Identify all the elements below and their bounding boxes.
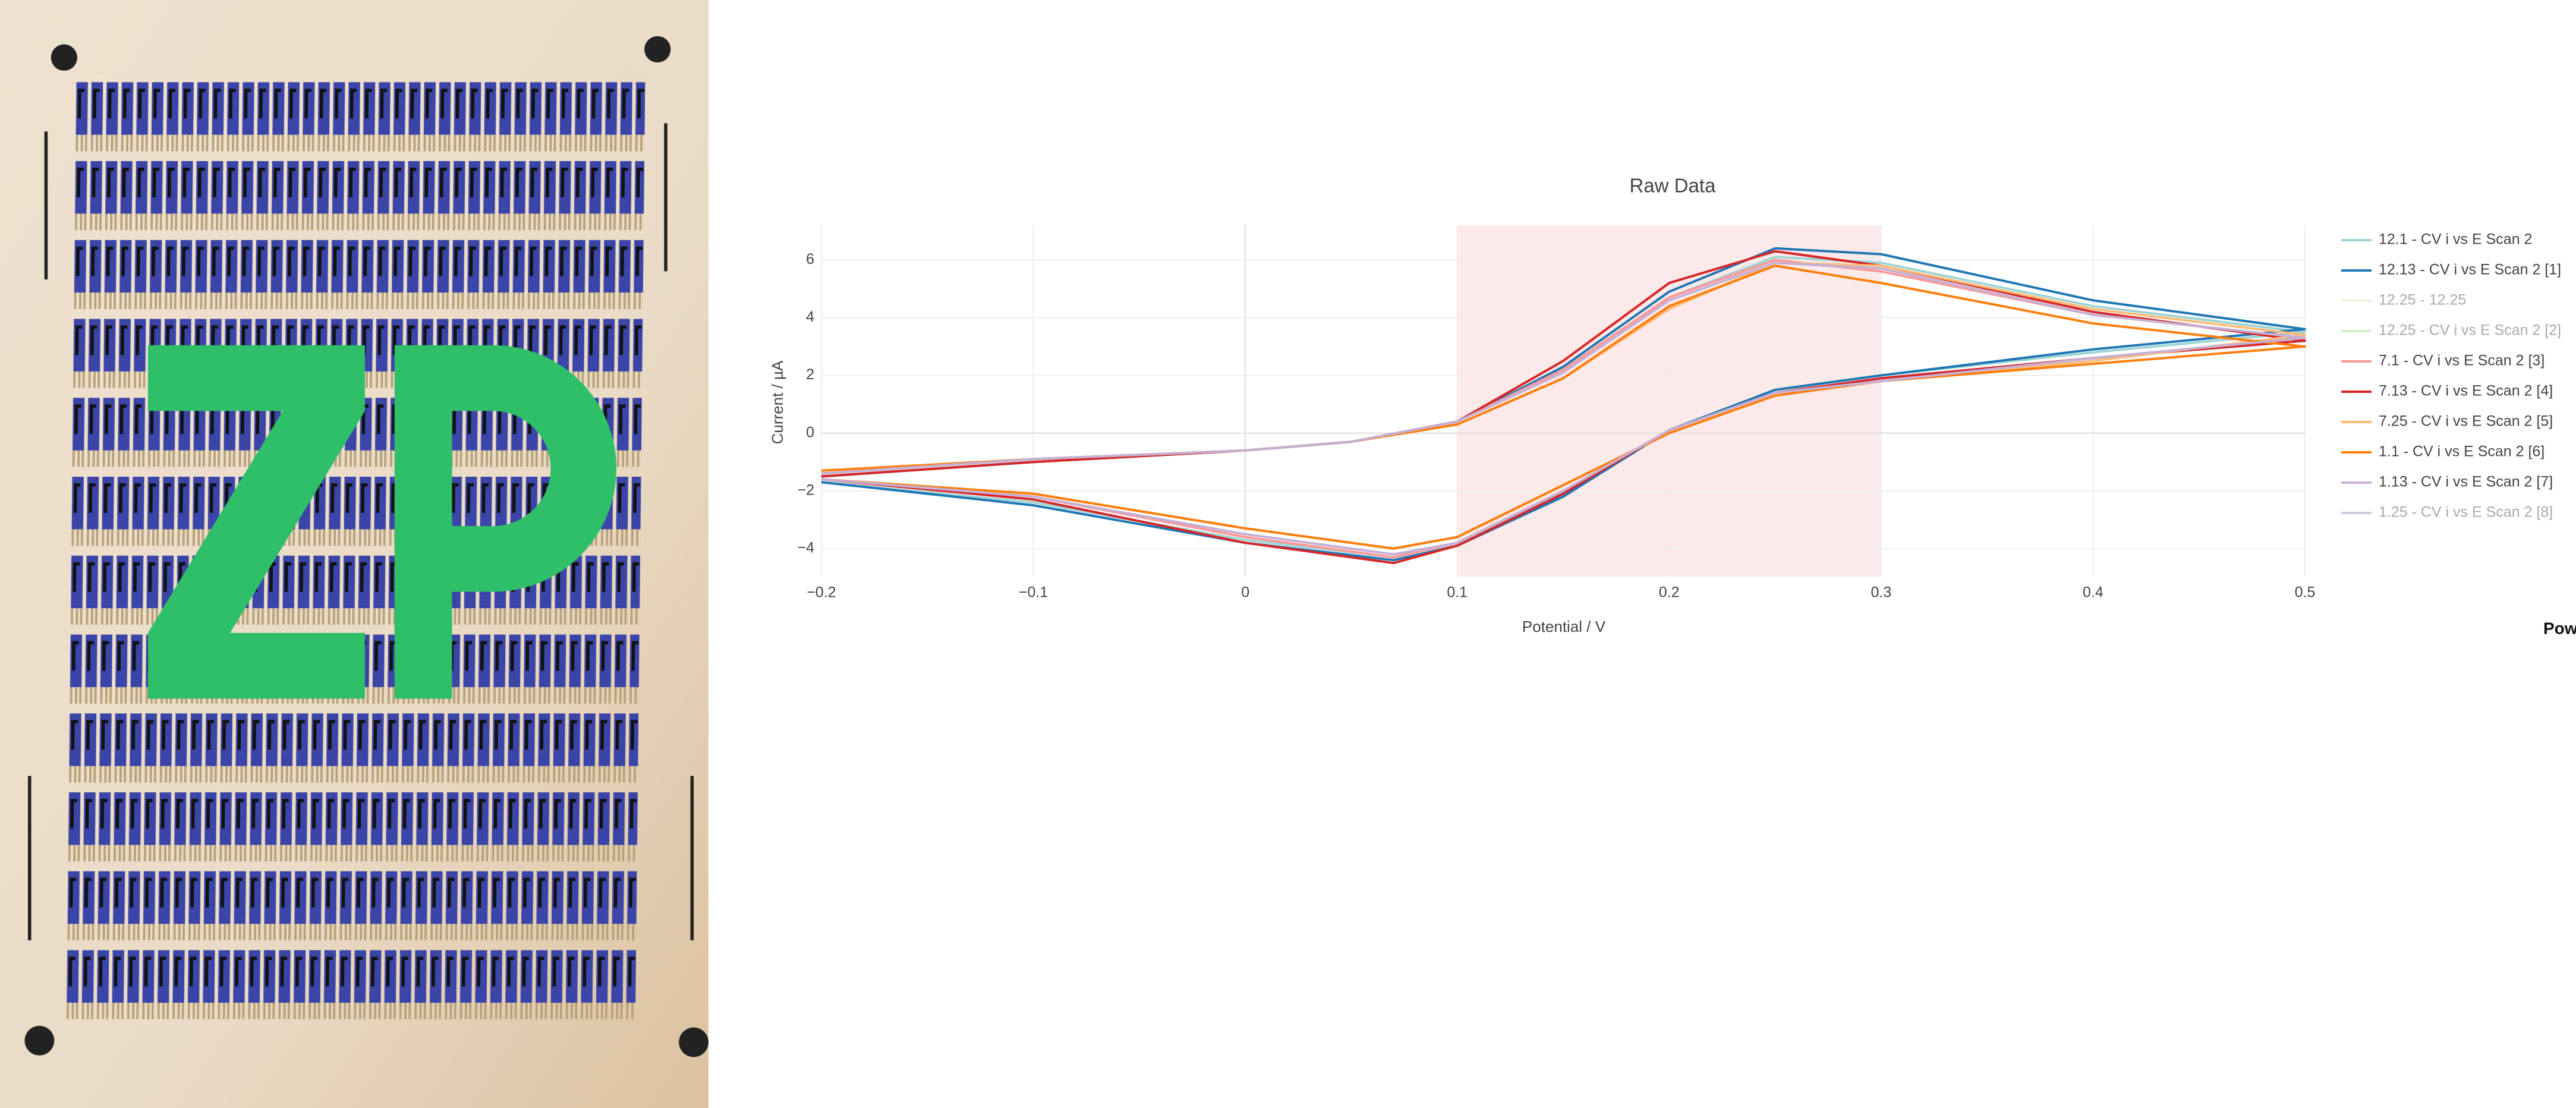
x-tick-label: 0.4 bbox=[2083, 584, 2103, 601]
chart: Raw Data Potential / V Current / µA Pow … bbox=[769, 175, 2576, 638]
y-tick-label: −2 bbox=[797, 481, 814, 498]
x-tick-label: 0.1 bbox=[1447, 584, 1467, 601]
y-tick-label: 2 bbox=[806, 366, 814, 383]
x-tick-label: 0.5 bbox=[2295, 584, 2316, 601]
x-tick-label: 0.3 bbox=[1870, 584, 1891, 601]
legend-label[interactable]: 1.1 - CV i vs E Scan 2 [6] bbox=[2379, 443, 2544, 460]
y-tick-label: 6 bbox=[806, 251, 814, 267]
x-tick-label: 0 bbox=[1241, 584, 1249, 601]
legend-label[interactable]: 12.25 - 12.25 bbox=[2379, 292, 2466, 309]
legend-label[interactable]: 7.25 - CV i vs E Scan 2 [5] bbox=[2379, 413, 2553, 430]
legend-label[interactable]: 12.25 - CV i vs E Scan 2 [2] bbox=[2379, 322, 2561, 339]
electrode-photo bbox=[0, 0, 708, 1108]
legend-label[interactable]: 7.13 - CV i vs E Scan 2 [4] bbox=[2379, 383, 2553, 399]
legend-label[interactable]: 1.25 - CV i vs E Scan 2 [8] bbox=[2379, 504, 2553, 521]
legend-label[interactable]: 1.13 - CV i vs E Scan 2 [7] bbox=[2379, 474, 2553, 490]
x-tick-label: −0.1 bbox=[1019, 584, 1048, 601]
data-line bbox=[821, 262, 2306, 556]
chart-title: Raw Data bbox=[1630, 175, 1717, 197]
legend-label[interactable]: 7.1 - CV i vs E Scan 2 [3] bbox=[2379, 352, 2544, 369]
y-tick-label: 0 bbox=[806, 424, 814, 440]
footer-text: Pow bbox=[2543, 619, 2576, 637]
y-tick-label: −4 bbox=[797, 540, 814, 556]
x-tick-label: −0.2 bbox=[807, 584, 836, 601]
y-tick-label: 4 bbox=[806, 309, 814, 325]
legend-label[interactable]: 12.13 - CV i vs E Scan 2 [1] bbox=[2379, 262, 2561, 278]
x-tick-label: 0.2 bbox=[1659, 584, 1680, 601]
x-axis-title: Potential / V bbox=[1522, 618, 1606, 635]
y-axis-title: Current / µA bbox=[769, 360, 786, 444]
legend-label[interactable]: 12.1 - CV i vs E Scan 2 bbox=[2379, 231, 2532, 248]
